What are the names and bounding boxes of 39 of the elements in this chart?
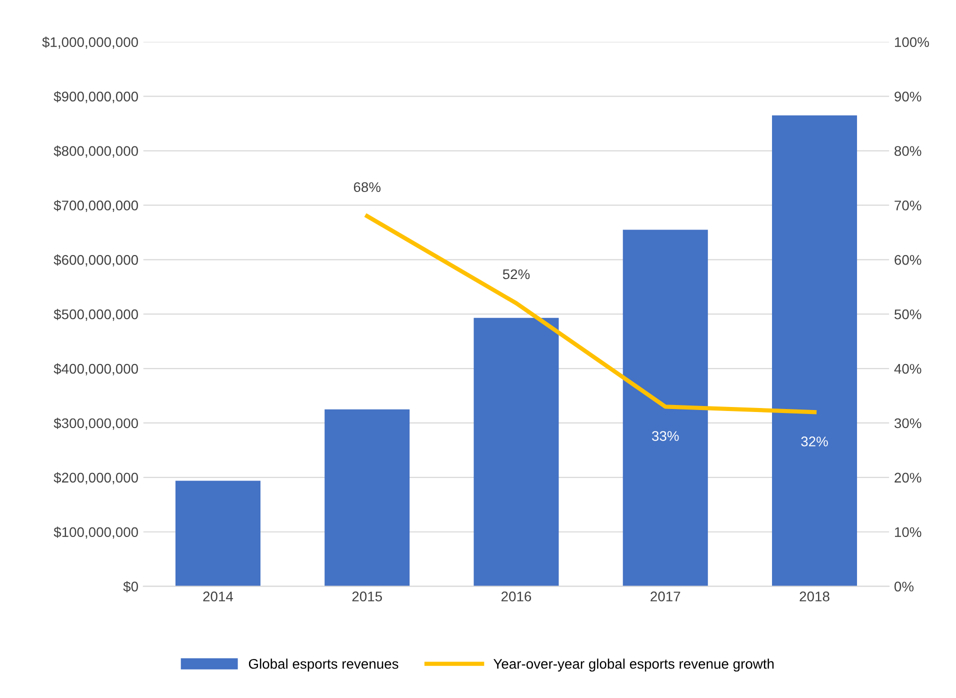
bar: [772, 115, 858, 586]
bar: [324, 409, 410, 586]
y2-tick-label: 20%: [894, 472, 922, 483]
y-tick-label: $800,000,000: [54, 146, 138, 158]
x-tick-label: 2016: [501, 592, 532, 602]
y-tick-label: $600,000,000: [54, 254, 138, 266]
y-tick-label: $100,000,000: [54, 526, 138, 539]
y-tick-label: $300,000,000: [54, 418, 138, 430]
legend-label: Global esports revenues: [248, 658, 398, 672]
y-tick-label: $1,000,000,000: [42, 36, 138, 49]
data-label: 68%: [354, 182, 381, 192]
y-tick-label: $0: [123, 581, 138, 592]
data-label: 33%: [652, 431, 679, 441]
y2-tick-label: 80%: [894, 146, 922, 156]
x-tick-label: 2014: [203, 592, 234, 602]
y-tick-label: $400,000,000: [54, 363, 138, 376]
bar: [474, 318, 559, 586]
data-label: 52%: [502, 269, 530, 280]
x-tick-label: 2018: [800, 592, 830, 602]
x-tick-label: 2017: [650, 592, 680, 602]
y2-tick-label: 0%: [894, 582, 914, 592]
y-tick-label: $900,000,000: [54, 91, 138, 104]
line-series: [365, 214, 817, 414]
y2-tick-label: 50%: [894, 309, 922, 320]
y2-tick-label: 60%: [894, 254, 922, 265]
y2-tick-label: 70%: [894, 200, 922, 210]
y-tick-label: $200,000,000: [54, 472, 138, 484]
y2-tick-label: 40%: [894, 364, 922, 374]
y2-tick-label: 90%: [894, 92, 922, 102]
y-tick-label: $500,000,000: [54, 308, 138, 321]
x-tick-label: 2015: [352, 592, 382, 602]
y2-tick-label: 100%: [895, 37, 929, 48]
bar: [622, 230, 708, 586]
y2-tick-label: 30%: [894, 418, 922, 428]
y-tick-label: $700,000,000: [54, 200, 138, 212]
data-label: 32%: [801, 436, 828, 446]
y2-tick-label: 10%: [895, 527, 922, 538]
legend-label: Year-over-year global esports revenue growth: [494, 658, 774, 672]
bar: [175, 480, 260, 586]
